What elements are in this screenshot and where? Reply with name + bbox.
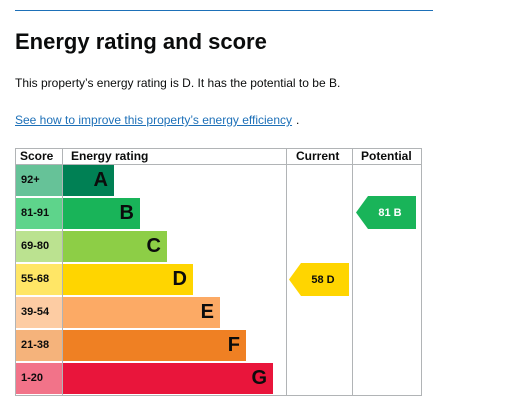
band-letter-c: C [146,235,161,257]
grid-line [15,148,422,149]
band-score-a: 92+ [16,165,62,196]
grid-line [15,148,16,396]
band-letter-a: A [93,169,108,191]
header-energy-rating: Energy rating [71,149,149,163]
potential-rating-arrow: 81 B [356,196,416,229]
band-bar-c: C [63,231,167,262]
potential-rating-label: 81 B [378,206,402,219]
band-bar-g: G [63,363,273,394]
band-letter-b: B [119,202,134,224]
band-bar-f: F [63,330,246,361]
current-rating-arrow: 58 D [289,263,349,296]
band-score-b: 81-91 [16,198,62,229]
header-score: Score [20,149,54,163]
header-potential: Potential [361,149,412,163]
top-divider [15,10,433,11]
band-bar-a: A [63,165,114,196]
band-score-g: 1-20 [16,363,62,394]
band-letter-d: D [172,268,187,290]
grid-line [62,148,63,396]
band-bar-d: D [63,264,193,295]
band-score-c: 69-80 [16,231,62,262]
current-rating-label: 58 D [311,273,335,286]
band-letter-f: F [227,334,240,356]
link-period: . [296,113,300,127]
band-score-d: 55-68 [16,264,62,295]
band-bar-b: B [63,198,140,229]
energy-rating-table: Score Energy rating Current Potential 92… [15,148,422,396]
improve-efficiency-link[interactable]: See how to improve this property’s energ… [15,113,293,127]
band-score-f: 21-38 [16,330,62,361]
grid-line [15,164,422,165]
page-title: Energy rating and score [15,29,267,54]
grid-line [352,148,353,396]
header-current: Current [296,149,340,163]
grid-line [421,148,422,396]
band-letter-g: G [251,367,267,389]
grid-line [286,148,287,396]
band-letter-e: E [200,301,214,323]
band-score-e: 39-54 [16,297,62,328]
rating-summary: This property’s energy rating is D. It h… [15,76,341,90]
band-bar-e: E [63,297,220,328]
grid-line [15,395,422,396]
